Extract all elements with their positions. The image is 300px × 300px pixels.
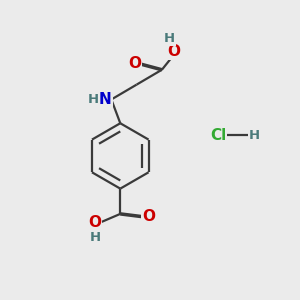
Text: H: H — [89, 231, 100, 244]
Text: N: N — [99, 92, 112, 107]
Text: O: O — [167, 44, 180, 59]
Text: H: H — [248, 129, 260, 142]
Text: Cl: Cl — [210, 128, 226, 142]
Text: H: H — [164, 32, 175, 45]
Text: H: H — [87, 93, 98, 106]
Text: O: O — [129, 56, 142, 71]
Text: O: O — [88, 215, 101, 230]
Text: O: O — [142, 209, 155, 224]
